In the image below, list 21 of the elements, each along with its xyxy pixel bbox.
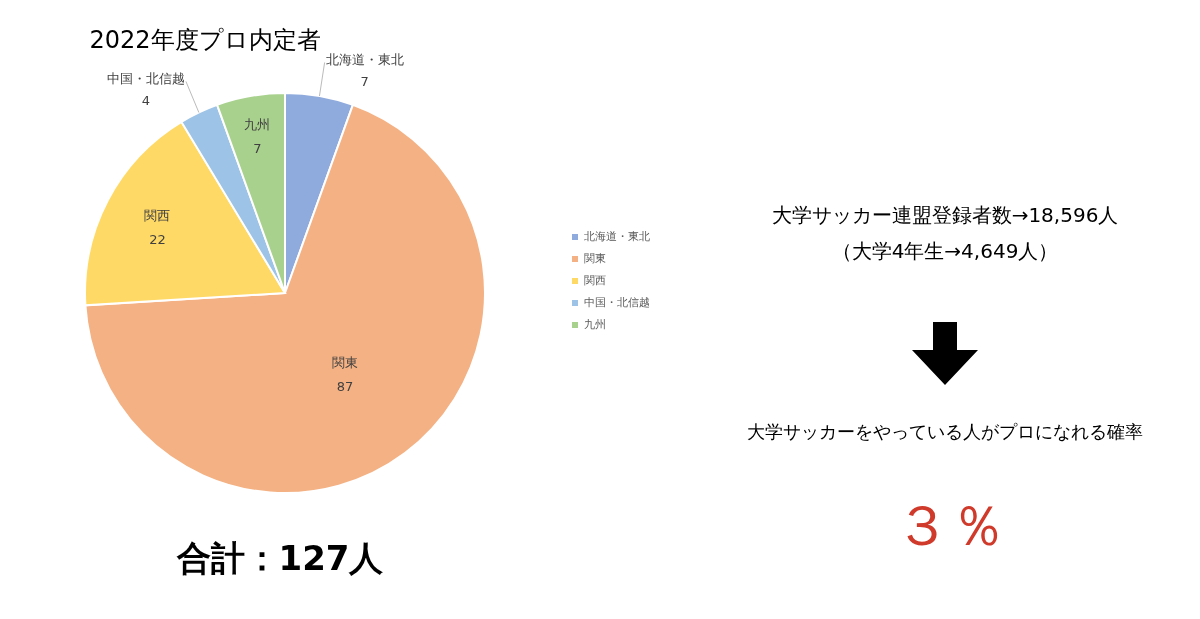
data-label: 22: [149, 232, 166, 248]
text: 大学サッカーをやっている人がプロになれる確率: [747, 421, 1143, 442]
legend-label: 関東: [584, 252, 606, 265]
legend-label: 北海道・東北: [584, 230, 650, 243]
slice-label: 北海道・東北: [325, 52, 404, 68]
slice-label: 関東: [331, 355, 358, 371]
text: （大学4年生→4,649人）: [831, 239, 1059, 263]
data-label: 87: [336, 379, 354, 395]
chart-title: 2022年度プロ内定者: [89, 26, 321, 54]
slice-label: 九州: [244, 117, 271, 133]
data-label: 4: [141, 93, 151, 109]
legend-label: 中国・北信越: [584, 296, 650, 309]
data-label: 7: [360, 74, 369, 90]
text: 合計：127人: [175, 538, 385, 578]
slice-label: 関西: [144, 208, 171, 224]
slice-label: 中国・北信越: [106, 71, 185, 87]
legend-label: 関西: [584, 274, 606, 287]
text: ３％: [894, 493, 1006, 558]
legend-label: 九州: [584, 318, 606, 331]
text: 大学サッカー連盟登録者数→18,596人: [771, 203, 1119, 227]
data-label: 7: [253, 141, 262, 157]
